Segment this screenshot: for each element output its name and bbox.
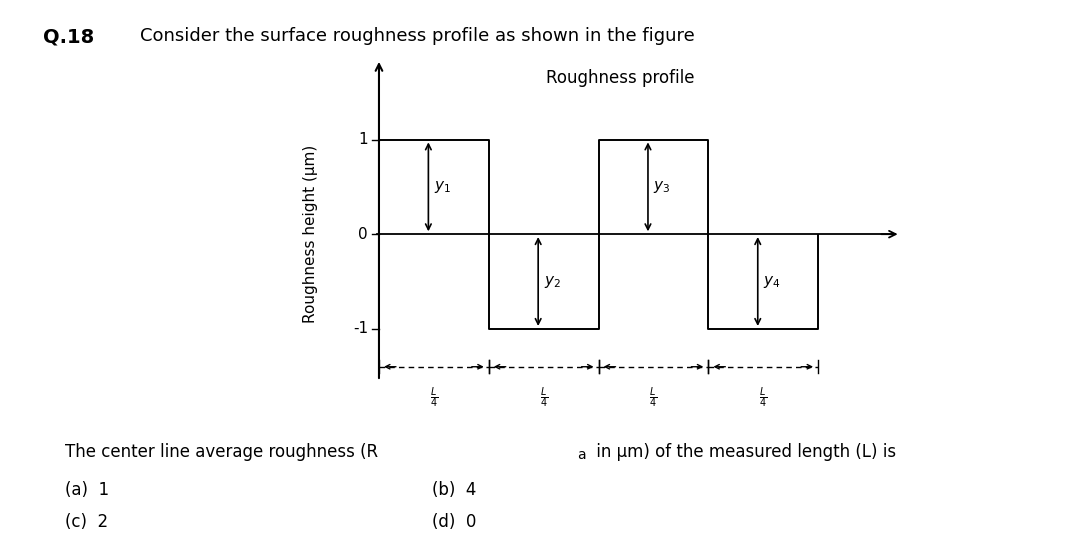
Text: $\frac{L}{4}$: $\frac{L}{4}$ bbox=[540, 386, 548, 410]
Text: $\frac{L}{4}$: $\frac{L}{4}$ bbox=[760, 386, 767, 410]
Text: 0: 0 bbox=[358, 226, 368, 242]
Text: -1: -1 bbox=[353, 321, 368, 336]
Text: in µm) of the measured length (L) is: in µm) of the measured length (L) is bbox=[591, 443, 897, 460]
Text: Q.18: Q.18 bbox=[43, 27, 94, 46]
Text: Roughness profile: Roughness profile bbox=[546, 69, 695, 87]
Text: The center line average roughness (R: The center line average roughness (R bbox=[65, 443, 378, 460]
Text: Roughness height (µm): Roughness height (µm) bbox=[303, 145, 318, 323]
Text: a: a bbox=[577, 448, 586, 462]
Text: $y_3$: $y_3$ bbox=[654, 179, 671, 195]
Text: Consider the surface roughness profile as shown in the figure: Consider the surface roughness profile a… bbox=[140, 27, 695, 45]
Text: (d)  0: (d) 0 bbox=[432, 513, 476, 531]
Text: $\frac{L}{4}$: $\frac{L}{4}$ bbox=[429, 386, 438, 410]
Text: $\frac{L}{4}$: $\frac{L}{4}$ bbox=[650, 386, 657, 410]
Text: (a)  1: (a) 1 bbox=[65, 481, 109, 498]
Text: 1: 1 bbox=[358, 132, 368, 147]
Text: $y_4$: $y_4$ bbox=[763, 274, 781, 289]
Text: (c)  2: (c) 2 bbox=[65, 513, 108, 531]
Text: (b)  4: (b) 4 bbox=[432, 481, 476, 498]
Text: $y_1$: $y_1$ bbox=[434, 179, 451, 195]
Text: $y_2$: $y_2$ bbox=[544, 274, 561, 289]
